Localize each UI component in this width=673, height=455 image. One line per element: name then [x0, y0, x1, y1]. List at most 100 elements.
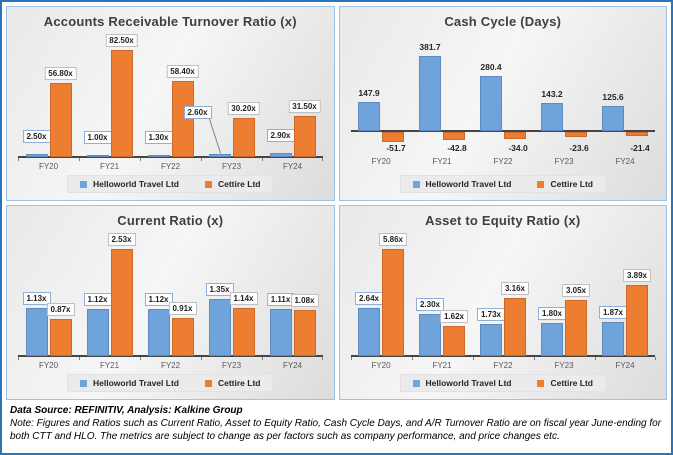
- plot-area: FY20 2.50x 56.80x FY21 1.00x 82.50x FY22 1.30x 5…: [18, 30, 323, 173]
- bar-cettire-fy21: [110, 50, 133, 157]
- data-label-helloworld-fy23: 1.80x: [537, 307, 567, 321]
- legend: Helloworld Travel Ltd Cettire Ltd: [399, 374, 606, 392]
- data-label-cettire-fy22: -34.0: [508, 143, 528, 153]
- data-label-cettire-fy21: 1.62x: [439, 310, 469, 324]
- charts-grid: Accounts Receivable Turnover Ratio (x) F…: [6, 6, 667, 400]
- x-axis-label: FY20: [38, 162, 59, 171]
- bar-helloworld-fy23: [208, 153, 231, 157]
- chart-title: Cash Cycle (Days): [444, 14, 562, 29]
- data-label-cettire-fy21: -42.8: [447, 143, 467, 153]
- legend-swatch-cettire: [537, 379, 545, 387]
- bar-helloworld-fy23: [208, 298, 231, 356]
- legend: Helloworld Travel Ltd Cettire Ltd: [399, 175, 606, 193]
- x-axis-label: FY23: [221, 361, 242, 370]
- x-axis-label: FY23: [221, 162, 242, 171]
- data-label-helloworld-fy23: 1.35x: [205, 282, 234, 296]
- axis-tick: [18, 158, 19, 161]
- legend-label-cettire: Cettire Ltd: [550, 179, 593, 189]
- legend-label-helloworld: Helloworld Travel Ltd: [93, 378, 179, 388]
- x-axis-label: FY21: [432, 361, 452, 370]
- axis-tick: [350, 357, 352, 360]
- bar-cettire-fy24: [293, 310, 316, 356]
- x-axis-label: FY24: [615, 361, 635, 370]
- axis-tick: [533, 357, 535, 360]
- legend: Helloworld Travel Ltd Cettire Ltd: [67, 175, 274, 193]
- data-label-helloworld-fy24: 2.90x: [266, 129, 295, 143]
- axis-tick: [262, 158, 263, 161]
- bar-helloworld-fy20: [25, 153, 48, 157]
- bar-helloworld-fy23: [541, 323, 563, 356]
- data-label-cettire-fy21: 2.53x: [107, 233, 136, 246]
- data-label-cettire-fy22: 0.91x: [168, 301, 197, 315]
- bar-cettire-fy22: [504, 298, 526, 356]
- x-axis-label: FY23: [554, 157, 574, 166]
- data-label-helloworld-fy20: 147.9: [358, 87, 380, 98]
- x-axis-line: [350, 355, 655, 357]
- data-label-cettire-fy23: 3.05x: [561, 284, 591, 298]
- chart-title: Accounts Receivable Turnover Ratio (x): [43, 14, 297, 29]
- axis-tick: [201, 357, 202, 360]
- data-label-helloworld-fy23: 143.2: [541, 88, 563, 99]
- bar-helloworld-fy22: [147, 308, 170, 356]
- data-label-cettire-fy20: 0.87x: [46, 303, 75, 317]
- label-leader-line: [208, 118, 221, 153]
- bar-helloworld-fy22: [480, 324, 502, 356]
- legend-label-cettire: Cettire Ltd: [217, 179, 261, 189]
- legend-swatch-helloworld: [412, 180, 420, 188]
- x-axis-label: FY20: [371, 157, 391, 166]
- chart-panel-ar-turnover: Accounts Receivable Turnover Ratio (x) F…: [6, 6, 335, 201]
- data-label-helloworld-fy21: 1.00x: [83, 130, 112, 144]
- data-label-cettire-fy23: 1.14x: [229, 291, 258, 305]
- data-label-cettire-fy20: 5.86x: [378, 233, 408, 246]
- bar-helloworld-fy21: [419, 314, 441, 356]
- bar-helloworld-fy21: [86, 308, 109, 356]
- x-axis-label: FY24: [282, 162, 303, 171]
- bar-helloworld-fy21: [86, 154, 109, 157]
- bar-cettire-fy23: [565, 132, 587, 137]
- bar-cettire-fy23: [232, 117, 255, 157]
- data-label-helloworld-fy22: 1.73x: [476, 308, 506, 322]
- plot-area: FY20 1.13x 0.87x FY21 1.12x 2.53x FY22 1.12x 0.9…: [18, 229, 323, 372]
- x-axis-label: FY23: [554, 361, 574, 370]
- bar-helloworld-fy20: [25, 308, 48, 356]
- bar-helloworld-fy24: [602, 321, 624, 356]
- x-axis-label: FY21: [99, 361, 120, 370]
- data-label-helloworld-fy20: 2.50x: [22, 129, 51, 143]
- axis-tick: [594, 357, 596, 360]
- legend-label-helloworld: Helloworld Travel Ltd: [93, 179, 179, 189]
- data-label-cettire-fy20: -51.7: [386, 143, 406, 153]
- bar-helloworld-fy24: [602, 106, 624, 131]
- data-label-cettire-fy24: 31.50x: [288, 100, 321, 114]
- bar-helloworld-fy22: [147, 154, 170, 157]
- legend-label-cettire: Cettire Ltd: [217, 378, 261, 388]
- data-label-helloworld-fy22: 1.12x: [144, 292, 173, 306]
- x-axis-line: [18, 156, 323, 158]
- footer: Data Source: REFINITIV, Analysis: Kalkin…: [6, 400, 667, 449]
- legend-label-helloworld: Helloworld Travel Ltd: [425, 179, 512, 189]
- x-axis-label: FY24: [282, 361, 303, 370]
- bar-cettire-fy20: [382, 249, 404, 356]
- x-axis-label: FY22: [493, 157, 513, 166]
- data-label-cettire-fy23: 30.20x: [227, 101, 260, 115]
- axis-tick: [140, 357, 141, 360]
- bar-helloworld-fy21: [419, 56, 441, 131]
- bar-cettire-fy20: [49, 319, 72, 356]
- chart-title: Current Ratio (x): [117, 213, 224, 228]
- data-label-helloworld-fy24: 1.87x: [598, 305, 628, 319]
- axis-tick: [322, 357, 323, 360]
- plot-area: FY20 147.9 -51.7 FY21 381.7 -42.8 FY22 280.4 -34…: [350, 30, 655, 173]
- data-label-cettire-fy24: 3.89x: [622, 268, 652, 282]
- bar-cettire-fy24: [626, 132, 648, 137]
- data-label-helloworld-fy20: 2.64x: [354, 291, 384, 305]
- axis-tick: [140, 158, 141, 161]
- data-label-helloworld-fy20: 1.13x: [22, 292, 51, 306]
- footnote: Note: Figures and Ratios such as Current…: [10, 418, 662, 443]
- x-axis-label: FY22: [160, 361, 181, 370]
- plot-area: FY20 2.64x 5.86x FY21 2.30x 1.62x FY22 1.73x 3.1…: [350, 229, 656, 372]
- data-source-line: Data Source: REFINITIV, Analysis: Kalkin…: [10, 405, 243, 416]
- data-label-helloworld-fy21: 2.30x: [415, 298, 445, 311]
- legend-label-cettire: Cettire Ltd: [550, 378, 593, 388]
- data-label-cettire-fy20: 56.80x: [44, 67, 77, 81]
- bar-cettire-fy20: [382, 132, 404, 143]
- data-label-helloworld-fy22: 1.30x: [144, 130, 173, 144]
